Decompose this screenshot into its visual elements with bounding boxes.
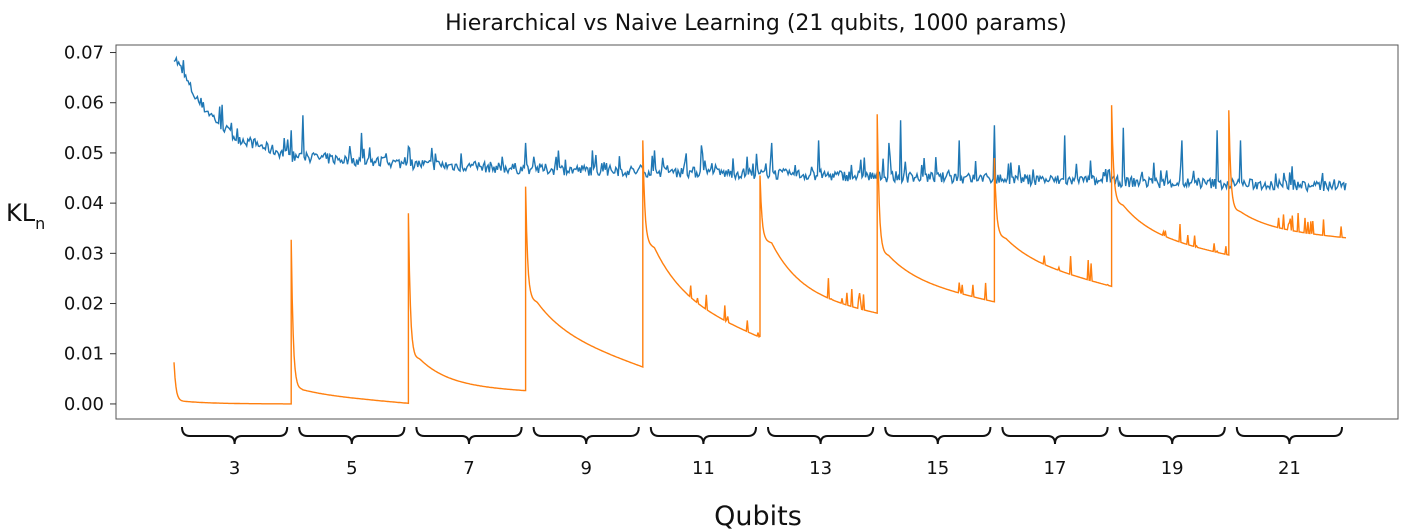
x-group-brace [884,426,992,445]
x-group-brace [415,426,523,445]
x-group-brace [1118,426,1226,445]
plot-area [173,55,1347,405]
y-tick-label: 0.02 [64,294,104,315]
x-group-brace [649,426,757,445]
x-group-label: 9 [580,458,591,479]
x-group-label: 21 [1278,458,1301,479]
y-axis-label: KLn [6,199,45,233]
y-tick-label: 0.06 [64,93,104,114]
x-group-brace [532,426,640,445]
x-axis-label: Qubits [714,501,802,530]
x-group-label: 19 [1161,458,1184,479]
y-tick-label: 0.00 [64,394,104,415]
x-group-label: 3 [229,458,240,479]
x-axis: 3 5 7 9 11 13 15 17 19 21 [181,426,1343,479]
x-group-label: 17 [1044,458,1067,479]
x-group-brace [181,426,289,445]
x-group-label: 15 [926,458,949,479]
x-group-brace [1235,426,1343,445]
series-hierarchical-line [173,55,1347,194]
y-axis: 0.00 0.01 0.02 0.03 0.04 0.05 0.06 0.07 [64,43,116,415]
y-tick-label: 0.01 [64,344,104,365]
x-group-label: 11 [692,458,715,479]
y-tick-label: 0.03 [64,243,104,264]
y-tick-label: 0.07 [64,43,104,64]
x-group-label: 13 [809,458,832,479]
x-group-label: 7 [463,458,474,479]
y-tick-label: 0.05 [64,143,104,164]
chart-title: Hierarchical vs Naive Learning (21 qubit… [445,11,1067,36]
x-group-brace [767,426,875,445]
y-tick-label: 0.04 [64,193,104,214]
x-group-brace [298,426,406,445]
series-naive-line [173,105,1347,405]
x-group-brace [1001,426,1109,445]
x-group-label: 5 [346,458,357,479]
plot-frame [115,44,1399,420]
